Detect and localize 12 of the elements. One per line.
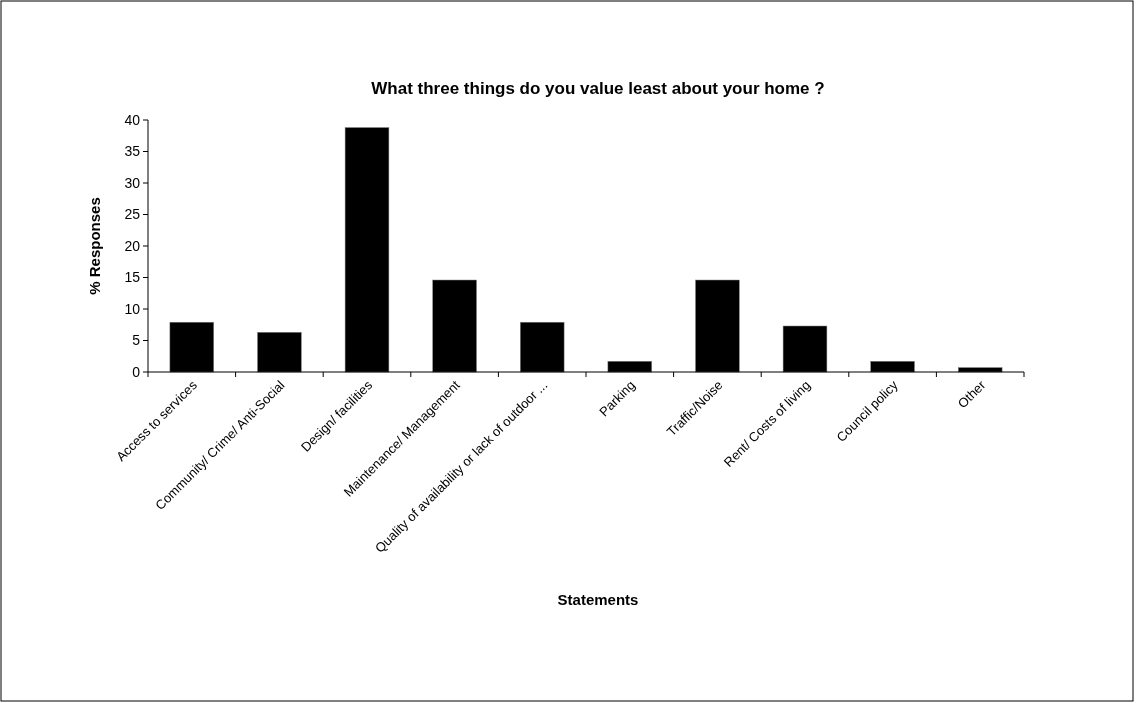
y-tick-label: 20 xyxy=(124,237,141,254)
x-axis-title: Statements xyxy=(557,591,639,608)
y-tick-label: 40 xyxy=(124,111,141,128)
y-tick-label: 25 xyxy=(124,206,141,223)
y-tick-label: 35 xyxy=(124,143,141,160)
y-axis-title: % Responses xyxy=(86,197,103,295)
y-tick-label: 5 xyxy=(132,332,141,349)
y-tick-label: 15 xyxy=(124,269,141,286)
chart-title: What three things do you value least about your home ? xyxy=(371,79,825,98)
y-tick-label: 0 xyxy=(132,363,141,380)
y-tick-label: 30 xyxy=(124,174,141,191)
y-tick-label: 10 xyxy=(124,300,141,317)
